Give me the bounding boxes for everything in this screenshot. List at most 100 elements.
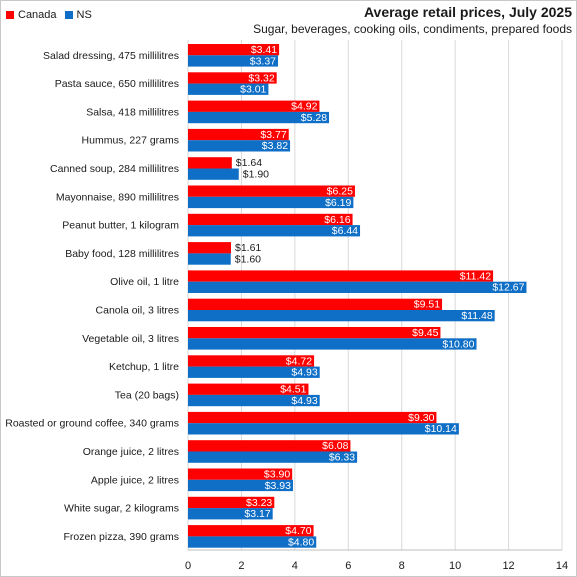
category-label-ketchup-1-litre: Ketchup, 1 litre [109, 361, 179, 373]
value-label-ns-salad-dressing-475-millilitres: $3.37 [250, 55, 276, 67]
bar-ns-vegetable-oil-3-litres [188, 338, 477, 350]
value-label-ns-hummus-227-grams: $3.82 [262, 140, 288, 152]
category-label-baby-food-128-millilitres: Baby food, 128 millilitres [65, 248, 179, 260]
bar-ns-roasted-or-ground-coffee-340-grams [188, 423, 459, 435]
value-label-canada-apple-juice-2-litres: $3.90 [264, 469, 290, 481]
value-label-ns-pasta-sauce-650-millilitres: $3.01 [240, 84, 266, 96]
category-label-peanut-butter-1-kilogram: Peanut butter, 1 kilogram [62, 220, 179, 232]
category-label-roasted-or-ground-coffee-340-grams: Roasted or ground coffee, 340 grams [5, 418, 179, 430]
value-label-canada-olive-oil-1-litre: $11.42 [460, 270, 491, 282]
bar-canada-hummus-227-grams [188, 128, 289, 141]
bar-canada-salsa-418-millilitres [188, 100, 320, 112]
bar-canada-tea-20-bags [188, 383, 309, 395]
category-label-apple-juice-2-litres: Apple juice, 2 litres [91, 474, 179, 486]
value-label-canada-frozen-pizza-390-grams: $4.70 [285, 525, 311, 537]
category-label-mayonnaise-890-millilitres: Mayonnaise, 890 millilitres [56, 191, 179, 203]
category-label-salsa-418-millilitres: Salsa, 418 millilitres [86, 106, 179, 118]
bar-canada-roasted-or-ground-coffee-340-grams [188, 411, 437, 424]
bar-ns-tea-20-bags [188, 394, 320, 407]
value-label-ns-tea-20-bags: $4.93 [291, 395, 317, 407]
category-label-pasta-sauce-650-millilitres: Pasta sauce, 650 millilitres [55, 78, 179, 90]
x-tick-label-14: 14 [556, 560, 568, 572]
bar-ns-ketchup-1-litre [188, 366, 320, 378]
bar-canada-apple-juice-2-litres [188, 468, 293, 480]
category-label-canned-soup-284-millilitres: Canned soup, 284 millilitres [50, 163, 179, 175]
bar-canada-salad-dressing-475-millilitres [188, 44, 280, 56]
legend-label-canada: Canada [18, 9, 57, 21]
x-tick-label-2: 2 [238, 560, 244, 572]
value-label-canada-ketchup-1-litre: $4.72 [286, 355, 312, 367]
value-label-canada-roasted-or-ground-coffee-340-grams: $9.30 [408, 412, 434, 424]
x-tick-label-10: 10 [449, 560, 461, 572]
value-label-canada-mayonnaise-890-millilitres: $6.25 [327, 186, 353, 198]
value-label-ns-apple-juice-2-litres: $3.93 [265, 480, 291, 492]
value-label-ns-orange-juice-2-litres: $6.33 [329, 452, 355, 464]
category-label-vegetable-oil-3-litres: Vegetable oil, 3 litres [82, 333, 179, 345]
value-label-canada-white-sugar-2-kilograms: $3.23 [246, 497, 272, 509]
bar-canada-orange-juice-2-litres [188, 440, 351, 452]
value-label-ns-frozen-pizza-390-grams: $4.80 [288, 536, 314, 548]
category-label-salad-dressing-475-millilitres: Salad dressing, 475 millilitres [43, 50, 179, 62]
bar-canada-canola-oil-3-litres [188, 298, 443, 310]
legend-swatch-canada [6, 11, 14, 19]
bar-canada-ketchup-1-litre [188, 355, 315, 367]
category-label-white-sugar-2-kilograms: White sugar, 2 kilograms [64, 503, 179, 515]
legend-item-ns: NS [64, 9, 92, 21]
value-label-ns-canned-soup-284-millilitres: $1.90 [243, 169, 269, 181]
chart-title: Average retail prices, July 2025 [363, 4, 572, 20]
value-label-ns-mayonnaise-890-millilitres: $6.19 [325, 197, 351, 209]
value-label-ns-baby-food-128-millilitres: $1.60 [235, 253, 261, 265]
value-label-canada-pasta-sauce-650-millilitres: $3.32 [248, 72, 274, 84]
category-label-frozen-pizza-390-grams: Frozen pizza, 390 grams [63, 531, 179, 543]
bar-ns-salsa-418-millilitres [188, 111, 330, 124]
bar-canada-white-sugar-2-kilograms [188, 496, 275, 509]
value-label-ns-white-sugar-2-kilograms: $3.17 [244, 508, 270, 520]
x-tick-label-4: 4 [292, 560, 298, 572]
legend-item-canada: Canada [6, 9, 57, 21]
value-label-canada-vegetable-oil-3-litres: $9.45 [412, 327, 438, 339]
category-label-olive-oil-1-litre: Olive oil, 1 litre [110, 276, 179, 288]
bar-canada-peanut-butter-1-kilogram [188, 213, 353, 226]
value-label-ns-olive-oil-1-litre: $12.67 [492, 282, 524, 294]
bar-ns-baby-food-128-millilitres [188, 253, 231, 265]
bar-canada-pasta-sauce-650-millilitres [188, 72, 277, 84]
value-label-canada-salsa-418-millilitres: $4.92 [291, 101, 317, 113]
bar-ns-frozen-pizza-390-grams [188, 536, 317, 548]
value-label-ns-canola-oil-3-litres: $11.48 [461, 310, 492, 322]
bar-canada-olive-oil-1-litre [188, 270, 494, 282]
value-label-canada-tea-20-bags: $4.51 [280, 384, 306, 396]
category-label-orange-juice-2-litres: Orange juice, 2 litres [83, 446, 179, 458]
bar-canada-frozen-pizza-390-grams [188, 525, 314, 537]
bar-ns-orange-juice-2-litres [188, 451, 358, 463]
value-label-canada-orange-juice-2-litres: $6.08 [322, 440, 348, 452]
value-label-ns-salsa-418-millilitres: $5.28 [301, 112, 327, 124]
bar-ns-salad-dressing-475-millilitres [188, 55, 279, 67]
category-label-canola-oil-3-litres: Canola oil, 3 litres [96, 305, 179, 317]
x-tick-label-6: 6 [345, 560, 351, 572]
value-label-canada-peanut-butter-1-kilogram: $6.16 [324, 214, 350, 226]
bar-ns-canned-soup-284-millilitres [188, 168, 239, 180]
category-label-hummus-227-grams: Hummus, 227 grams [82, 135, 179, 147]
value-label-canada-canned-soup-284-millilitres: $1.64 [236, 157, 262, 169]
value-label-canada-canola-oil-3-litres: $9.51 [414, 299, 440, 311]
chart-subtitle: Sugar, beverages, cooking oils, condimen… [253, 22, 572, 36]
legend-label-ns: NS [76, 9, 92, 21]
x-tick-label-12: 12 [502, 560, 514, 572]
bar-ns-olive-oil-1-litre [188, 281, 527, 293]
bar-canada-canned-soup-284-millilitres [188, 157, 232, 169]
x-tick-label-8: 8 [399, 560, 405, 572]
bar-ns-canola-oil-3-litres [188, 310, 495, 322]
bar-canada-mayonnaise-890-millilitres [188, 185, 355, 197]
bar-ns-hummus-227-grams [188, 140, 291, 152]
value-label-canada-baby-food-128-millilitres: $1.61 [235, 242, 261, 254]
bar-ns-pasta-sauce-650-millilitres [188, 83, 269, 95]
bar-ns-peanut-butter-1-kilogram [188, 225, 361, 237]
value-label-canada-salad-dressing-475-millilitres: $3.41 [251, 44, 277, 56]
legend: Canada NS [6, 9, 100, 21]
legend-swatch-ns [64, 11, 73, 19]
bar-ns-apple-juice-2-litres [188, 479, 293, 492]
bar-canada-vegetable-oil-3-litres [188, 327, 441, 339]
bar-ns-mayonnaise-890-millilitres [188, 196, 354, 209]
value-label-ns-peanut-butter-1-kilogram: $6.44 [332, 225, 358, 237]
